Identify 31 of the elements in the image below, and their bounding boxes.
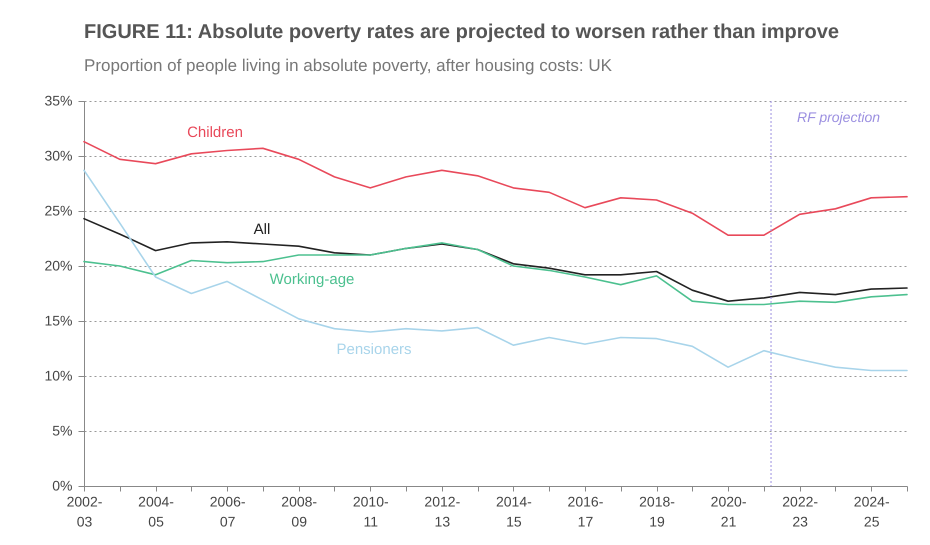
y-tick-label: 25% (44, 202, 72, 218)
x-tick-label: 2002-03 (66, 494, 103, 530)
line-series (83, 218, 908, 302)
y-tick-label: 5% (52, 422, 72, 438)
x-tick-label: 2016-17 (568, 494, 604, 530)
y-tick-label: 35% (44, 92, 72, 108)
line-series (83, 170, 908, 372)
series-label: Children (187, 124, 243, 141)
x-tick-label: 2018-19 (639, 494, 676, 530)
series-label: Pensioners (336, 341, 412, 358)
x-tick-label: 2012-13 (424, 494, 461, 530)
y-tick-label: 20% (44, 258, 72, 274)
y-tick-label: 15% (44, 312, 72, 328)
x-tick-label: 2020-21 (710, 494, 747, 530)
y-tick-label: 10% (44, 368, 72, 384)
x-tick-label: 2006-07 (210, 494, 246, 530)
annotation: RF projection (797, 109, 880, 125)
x-tick-label: 2004-05 (138, 494, 174, 530)
x-tick-label: 2010-11 (352, 494, 389, 530)
x-tick-label: 2014-15 (496, 494, 532, 530)
chart-subtitle: Proportion of people living in absolute poverty, after housing costs: UK (84, 56, 613, 75)
y-tick-label: 30% (44, 148, 72, 164)
chart-title: FIGURE 11: Absolute poverty rates are projected to worsen rather than improve (84, 21, 840, 43)
x-tick-label: 2008-09 (281, 494, 318, 530)
y-tick-label: 0% (52, 478, 72, 494)
x-tick-label: 2024-25 (854, 494, 890, 530)
series-label: All (254, 221, 270, 238)
x-tick-label: 2022-23 (782, 494, 818, 530)
series-label: Working-age (270, 271, 354, 288)
line-series (83, 242, 908, 306)
line-series (83, 140, 908, 236)
